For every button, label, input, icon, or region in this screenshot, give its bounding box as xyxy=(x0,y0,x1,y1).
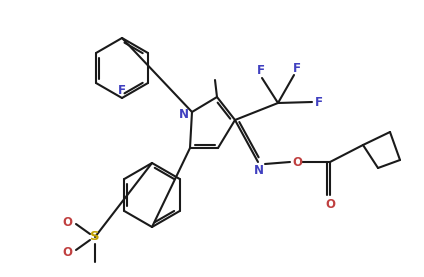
Text: N: N xyxy=(254,163,264,176)
Text: O: O xyxy=(62,245,72,258)
Text: N: N xyxy=(179,107,189,120)
Text: O: O xyxy=(62,216,72,229)
Text: O: O xyxy=(325,199,335,212)
Text: F: F xyxy=(315,96,323,109)
Text: F: F xyxy=(293,61,301,75)
Text: F: F xyxy=(118,83,126,96)
Text: F: F xyxy=(257,65,265,78)
Text: O: O xyxy=(292,157,302,170)
Text: S: S xyxy=(90,230,100,243)
